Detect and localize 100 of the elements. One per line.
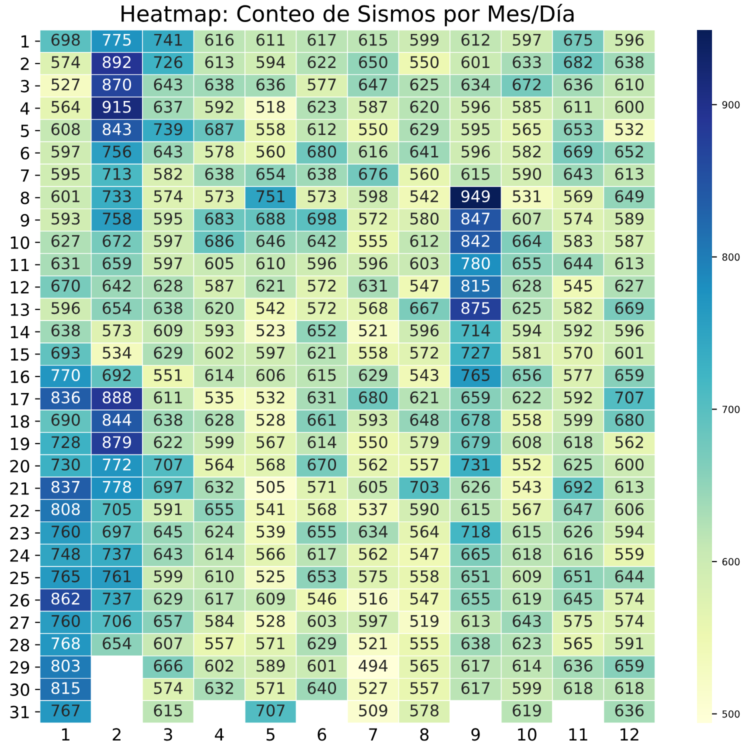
data-label: 636	[564, 78, 592, 91]
data-label: 718	[462, 526, 490, 538]
data-label: 640	[308, 682, 336, 694]
data-label: 537	[359, 503, 388, 516]
data-label: 655	[512, 257, 541, 270]
data-label: 636	[564, 660, 592, 672]
data-label: 575	[359, 570, 387, 582]
data-label: 611	[564, 100, 592, 113]
data-label: 772	[102, 458, 131, 470]
data-label: 654	[102, 302, 132, 314]
data-label: 610	[205, 570, 234, 582]
data-label: 567	[256, 436, 285, 448]
data-label: 659	[461, 391, 490, 404]
x-tick-label: 11	[569, 728, 588, 741]
data-label: 803	[51, 660, 80, 672]
data-label: 637	[154, 100, 182, 113]
data-label: 574	[564, 212, 592, 225]
data-label: 843	[102, 123, 131, 136]
y-tick-label: 2	[20, 57, 29, 70]
data-label: 647	[564, 503, 592, 516]
data-label: 609	[154, 324, 182, 336]
data-label: 651	[461, 570, 490, 582]
data-label: 664	[512, 234, 542, 248]
data-label: 581	[512, 346, 541, 359]
y-tick-label: 9	[20, 214, 30, 227]
data-label: 527	[359, 682, 388, 694]
data-label: 844	[102, 414, 132, 426]
data-label: 676	[358, 168, 388, 180]
data-label: 616	[205, 34, 234, 46]
data-label: 613	[205, 56, 234, 68]
data-label: 629	[308, 637, 336, 650]
data-label: 653	[564, 123, 592, 136]
y-tick-label: 4	[20, 102, 30, 115]
data-label: 808	[51, 503, 80, 516]
data-label: 726	[154, 56, 182, 68]
data-label: 632	[205, 480, 234, 493]
data-label: 571	[256, 682, 284, 694]
data-label: 683	[205, 212, 234, 225]
data-label: 568	[359, 302, 388, 314]
data-label: 587	[615, 234, 644, 248]
data-label: 565	[410, 660, 438, 672]
data-label: 737	[102, 592, 131, 605]
data-label: 682	[564, 56, 592, 68]
y-tick-label: 8	[20, 192, 30, 204]
data-label: 621	[410, 391, 438, 404]
data-label: 678	[461, 414, 490, 426]
y-tick-label: 28	[10, 638, 30, 652]
data-label: 584	[205, 614, 234, 628]
data-label: 589	[256, 660, 285, 672]
data-label: 611	[256, 34, 284, 46]
y-tick-label: 11	[10, 258, 29, 272]
data-label: 649	[615, 190, 644, 202]
data-label: 611	[154, 391, 182, 404]
data-label: 653	[308, 570, 336, 582]
data-label: 557	[410, 458, 438, 471]
data-label: 644	[564, 257, 592, 270]
data-label: 657	[154, 614, 182, 628]
data-label: 601	[308, 660, 336, 672]
data-label: 592	[564, 391, 592, 404]
data-label: 652	[308, 324, 336, 336]
data-label: 659	[615, 369, 644, 382]
data-label: 672	[102, 234, 131, 248]
x-tick-label: 10	[518, 728, 536, 741]
data-label: 626	[564, 526, 592, 538]
data-label: 680	[358, 391, 388, 404]
data-label: 949	[461, 190, 490, 202]
data-label: 651	[564, 570, 592, 582]
data-label: 542	[256, 302, 284, 314]
data-label: 595	[52, 168, 80, 180]
data-label: 862	[51, 592, 80, 605]
y-tick-label: 20	[10, 460, 30, 472]
data-label: 594	[512, 324, 542, 336]
data-label: 760	[52, 614, 80, 628]
data-label: 601	[51, 190, 80, 202]
data-label: 622	[512, 391, 541, 404]
data-label: 541	[256, 503, 284, 516]
data-label: 842	[461, 234, 490, 248]
y-tick-label: 5	[20, 124, 29, 138]
y-tick-label: 17	[10, 393, 29, 406]
data-label: 587	[359, 100, 388, 113]
data-label: 628	[154, 280, 182, 292]
data-label: 620	[410, 100, 439, 113]
data-label: 590	[512, 168, 542, 180]
data-label: 521	[359, 637, 387, 650]
data-label: 915	[102, 100, 131, 113]
data-label: 892	[102, 56, 131, 68]
data-label: 617	[205, 592, 234, 605]
data-label: 632	[205, 682, 234, 694]
data-label: 574	[154, 190, 182, 202]
data-label: 608	[512, 436, 542, 448]
data-label: 622	[154, 436, 182, 448]
data-label: 652	[615, 146, 644, 158]
data-label: 659	[615, 660, 644, 672]
data-label: 570	[564, 346, 592, 359]
data-label: 607	[154, 637, 182, 650]
data-label: 617	[308, 34, 336, 46]
data-label: 572	[359, 212, 387, 225]
data-label: 661	[308, 414, 336, 426]
data-label: 655	[205, 503, 234, 516]
data-label: 547	[410, 592, 438, 605]
